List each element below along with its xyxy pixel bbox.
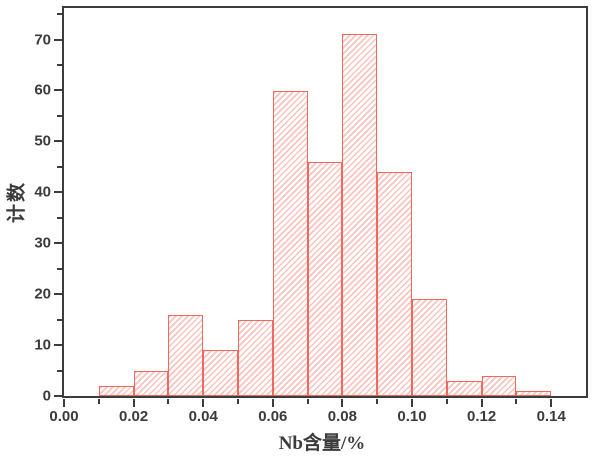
histogram-bar bbox=[516, 390, 552, 396]
histogram-bar bbox=[412, 299, 447, 396]
histogram-bar bbox=[272, 90, 308, 396]
histogram-bar bbox=[238, 319, 273, 396]
y-major-tick bbox=[53, 344, 62, 347]
x-minor-tick bbox=[515, 398, 518, 404]
y-major-tick bbox=[53, 89, 62, 92]
x-major-tick bbox=[63, 398, 65, 407]
x-tick-label: 0.10 bbox=[397, 408, 427, 425]
y-tick-label: 60 bbox=[34, 81, 51, 99]
x-minor-tick bbox=[445, 398, 448, 404]
y-minor-tick bbox=[56, 114, 62, 117]
x-tick-label: 0.00 bbox=[49, 408, 79, 425]
plot-area: 0 10 20 30 40 50 60 70 0.00 0.02 0.04 0.06 0.08 0.10 0… bbox=[34, 6, 588, 424]
y-minor-tick bbox=[56, 13, 62, 16]
y-tick-label: 20 bbox=[34, 285, 51, 303]
y-minor-tick bbox=[56, 318, 62, 321]
histogram-bar bbox=[98, 385, 134, 396]
histogram-bar bbox=[307, 161, 343, 396]
y-minor-tick bbox=[56, 216, 62, 219]
x-major-tick bbox=[411, 398, 413, 407]
x-axis-title: Nb含量/% bbox=[278, 433, 366, 454]
x-tick-label: 0.04 bbox=[188, 408, 218, 425]
histogram-bar bbox=[342, 34, 378, 396]
x-tick-label: 0.14 bbox=[536, 408, 566, 425]
x-tick-label: 0.12 bbox=[466, 408, 497, 425]
y-major-tick bbox=[53, 293, 62, 296]
y-tick-label: 30 bbox=[34, 234, 51, 252]
y-tick-label: 0 bbox=[42, 387, 51, 405]
x-major-tick bbox=[480, 398, 483, 407]
y-axis-title: 计数 bbox=[6, 180, 28, 224]
y-tick-label: 70 bbox=[34, 31, 51, 49]
y-major-tick bbox=[53, 38, 62, 41]
x-minor-tick bbox=[167, 398, 170, 404]
histogram-bar bbox=[203, 350, 238, 396]
y-major-tick bbox=[53, 242, 62, 245]
x-major-tick bbox=[202, 398, 205, 407]
x-minor-tick bbox=[376, 398, 379, 404]
x-tick-label: 0.02 bbox=[118, 408, 149, 425]
x-minor-tick bbox=[306, 398, 309, 404]
histogram-bar bbox=[446, 380, 482, 396]
plot-inner: 0 10 20 30 40 50 60 70 0.00 0.02 0.04 0.06 0.08 0.10 0… bbox=[34, 8, 586, 424]
x-tick-label: 0.08 bbox=[327, 408, 357, 425]
x-major-tick bbox=[271, 398, 274, 407]
y-tick-label: 40 bbox=[34, 183, 51, 201]
y-major-tick bbox=[53, 191, 62, 194]
x-major-tick bbox=[132, 398, 135, 407]
histogram-bar bbox=[377, 171, 412, 396]
x-tick-label: 0.06 bbox=[258, 408, 288, 425]
y-tick-label: 50 bbox=[34, 132, 51, 150]
histogram-bar bbox=[168, 314, 204, 396]
x-minor-tick bbox=[237, 398, 239, 404]
y-major-tick bbox=[53, 395, 62, 397]
x-major-tick bbox=[341, 398, 344, 407]
x-minor-tick bbox=[97, 398, 100, 404]
y-tick-label: 10 bbox=[34, 336, 51, 354]
y-minor-tick bbox=[56, 369, 62, 372]
y-major-tick bbox=[53, 140, 62, 143]
histogram-bar bbox=[133, 370, 169, 396]
y-minor-tick bbox=[56, 64, 62, 67]
histogram-bar bbox=[481, 375, 517, 396]
y-minor-tick bbox=[56, 165, 62, 168]
x-major-tick bbox=[550, 398, 553, 407]
y-minor-tick bbox=[56, 267, 62, 270]
